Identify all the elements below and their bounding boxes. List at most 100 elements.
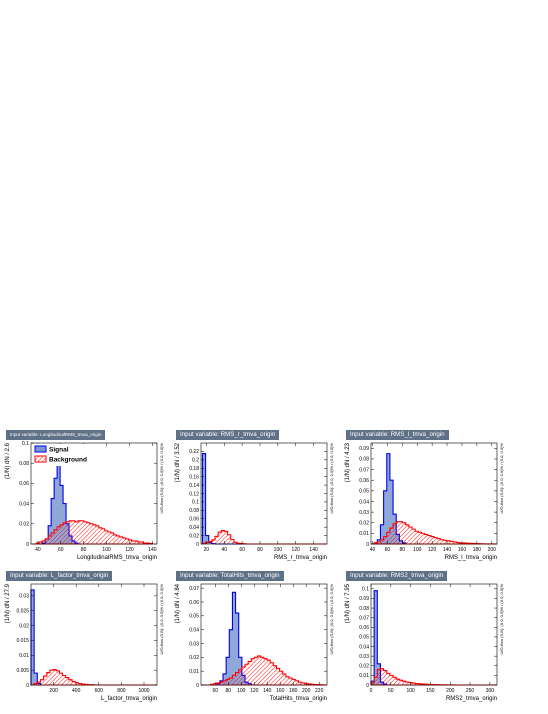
x-tick-label: 20 (204, 547, 210, 553)
overflow-label: U/O-flow (S,B): (0.0, 0.0)% / (0.0, 0.0)… (159, 443, 164, 514)
x-tick-label: 220 (315, 688, 324, 694)
x-tick-label: 120 (250, 688, 259, 694)
histogram-chart-2: 0 0.02 0.04 0.06 0.08 0.1 0.12 0.14 0.16 0.18 0.2 0… (170, 427, 340, 568)
y-tick-label: 0.025 (16, 609, 29, 615)
plot-panel-6: Input variable: RMS2_tmva_origin 0 0.01 0.… (340, 568, 510, 709)
y-tick-label: 0.16 (189, 474, 199, 480)
y-tick-label: 0.07 (359, 467, 369, 473)
signal-histogram (371, 591, 497, 685)
y-tick-label: 0 (196, 683, 199, 689)
y-tick-label: 0.2 (192, 458, 199, 464)
x-tick-label: 40 (370, 547, 376, 553)
x-tick-label: 50 (388, 688, 394, 694)
y-tick-label: 0.08 (189, 508, 199, 514)
y-tick-label: 0.06 (359, 478, 369, 484)
legend-signal-label: Signal (49, 447, 69, 454)
y-tick-label: 0.05 (359, 635, 369, 641)
legend: Signal Background (34, 444, 88, 466)
y-tick-label: 0.09 (359, 446, 369, 452)
x-tick-label: 250 (466, 688, 475, 694)
y-tick-label: 0.02 (359, 521, 369, 527)
x-tick-label: 200 (49, 688, 58, 694)
y-axis-label: (1/N) dN / 7.95 (345, 583, 351, 623)
y-tick-label: 0.04 (359, 644, 369, 650)
y-tick-label: 0.015 (16, 638, 29, 644)
x-tick-label: 40 (221, 547, 227, 553)
overflow-label: U/O-flow (S,B): (0.0, 0.0)% / (0.0, 0.0)… (499, 584, 504, 655)
x-tick-label: 160 (458, 547, 467, 553)
y-tick-label: 0.04 (189, 525, 199, 531)
y-tick-label: 0.03 (19, 594, 29, 600)
legend-background-label: Background (49, 457, 87, 464)
x-axis-label: TotalHits_tmva_origin (270, 696, 327, 702)
plot-title: Input variable: RMS_r_tmva_origin (176, 430, 279, 440)
y-tick-label: 0.02 (359, 664, 369, 670)
x-tick-label: 120 (428, 547, 437, 553)
y-axis-label: (1/N) dN / 27.9 (5, 583, 11, 623)
histogram-chart-6: 0 0.01 0.02 0.03 0.04 0.05 0.06 0.07 0.08 0.09 0.1… (340, 568, 510, 709)
plot-title: Input variable: RMS_l_tmva_origin (346, 430, 449, 440)
background-histogram (202, 531, 325, 544)
x-axis-label: RMS_l_tmva_origin (445, 555, 497, 561)
legend-signal-swatch (35, 446, 46, 452)
y-tick-label: 0.12 (189, 491, 199, 497)
y-tick-label: 0.14 (189, 483, 199, 489)
x-axis-label: L_factor_tmva_origin (101, 696, 157, 702)
histogram-chart-4: 0 0.005 0.01 0.015 0.02 0.025 0.03 200 400 600 800… (0, 568, 170, 709)
x-tick-label: 300 (486, 688, 495, 694)
x-tick-label: 180 (289, 688, 298, 694)
y-tick-label: 0.08 (359, 606, 369, 612)
plot-canvas: Input variable: LongitudinalRMS_tmva_ori… (0, 427, 510, 709)
x-tick-label: 1000 (138, 688, 149, 694)
y-tick-label: 0.22 (189, 449, 199, 455)
plot-frame (201, 443, 327, 544)
x-tick-label: 150 (426, 688, 435, 694)
x-tick-label: 100 (413, 547, 422, 553)
y-axis-label: (1/N) dN / 4.84 (175, 583, 181, 623)
y-tick-label: 0.03 (359, 654, 369, 660)
y-tick-label: 0.07 (189, 586, 199, 592)
x-tick-label: 140 (309, 547, 318, 553)
y-tick-label: 0.18 (189, 466, 199, 472)
plot-panel-4: Input variable: L_factor_tmva_origin 0 0.… (0, 568, 170, 709)
y-tick-label: 0.01 (19, 653, 29, 659)
y-tick-label: 0.02 (19, 623, 29, 629)
plot-panel-1: Input variable: LongitudinalRMS_tmva_ori… (0, 427, 170, 568)
x-tick-label: 100 (274, 547, 283, 553)
y-tick-label: 0.09 (359, 596, 369, 602)
y-tick-label: 0.02 (19, 522, 29, 528)
x-tick-label: 180 (473, 547, 482, 553)
plot-title: Input variable: RMS2_tmva_origin (346, 571, 447, 581)
x-tick-label: 40 (35, 547, 41, 553)
x-tick-label: 80 (400, 547, 406, 553)
x-axis-label: RMS2_tmva_origin (446, 696, 497, 702)
y-tick-label: 0 (196, 542, 199, 548)
plot-title: Input variable: L_factor_tmva_origin (6, 571, 112, 581)
y-axis-label: (1/N) dN / 3.52 (175, 442, 181, 482)
x-tick-label: 80 (225, 688, 231, 694)
y-tick-label: 0.06 (19, 481, 29, 487)
y-tick-label: 0.08 (359, 457, 369, 463)
y-tick-label: 0.06 (189, 517, 199, 523)
y-tick-label: 0.08 (19, 461, 29, 467)
x-tick-label: 140 (263, 688, 272, 694)
y-tick-label: 0.06 (359, 625, 369, 631)
y-tick-label: 0.01 (359, 673, 369, 679)
x-tick-label: 200 (488, 547, 497, 553)
x-axis-label: LongitudinalRMS_tmva_origin (77, 555, 157, 561)
plot-title: Input variable: LongitudinalRMS_tmva_ori… (6, 430, 105, 440)
background-histogram (31, 670, 157, 685)
plot-panel-2: Input variable: RMS_r_tmva_origin 0 0.02 0… (170, 427, 340, 568)
x-tick-label: 120 (292, 547, 301, 553)
x-tick-label: 100 (237, 688, 246, 694)
x-tick-label: 120 (125, 547, 134, 553)
x-tick-label: 80 (81, 547, 87, 553)
x-tick-label: 60 (58, 547, 64, 553)
x-tick-label: 60 (385, 547, 391, 553)
y-tick-label: 0.06 (189, 600, 199, 606)
plot-panel-3: Input variable: RMS_l_tmva_origin 0 0.01 0… (340, 427, 510, 568)
overflow-label: U/O-flow (S,B): (0.0, 0.0)% / (0.0, 0.0)… (329, 443, 334, 514)
x-axis-label: RMS_r_tmva_origin (274, 555, 327, 561)
x-tick-label: 60 (213, 688, 219, 694)
